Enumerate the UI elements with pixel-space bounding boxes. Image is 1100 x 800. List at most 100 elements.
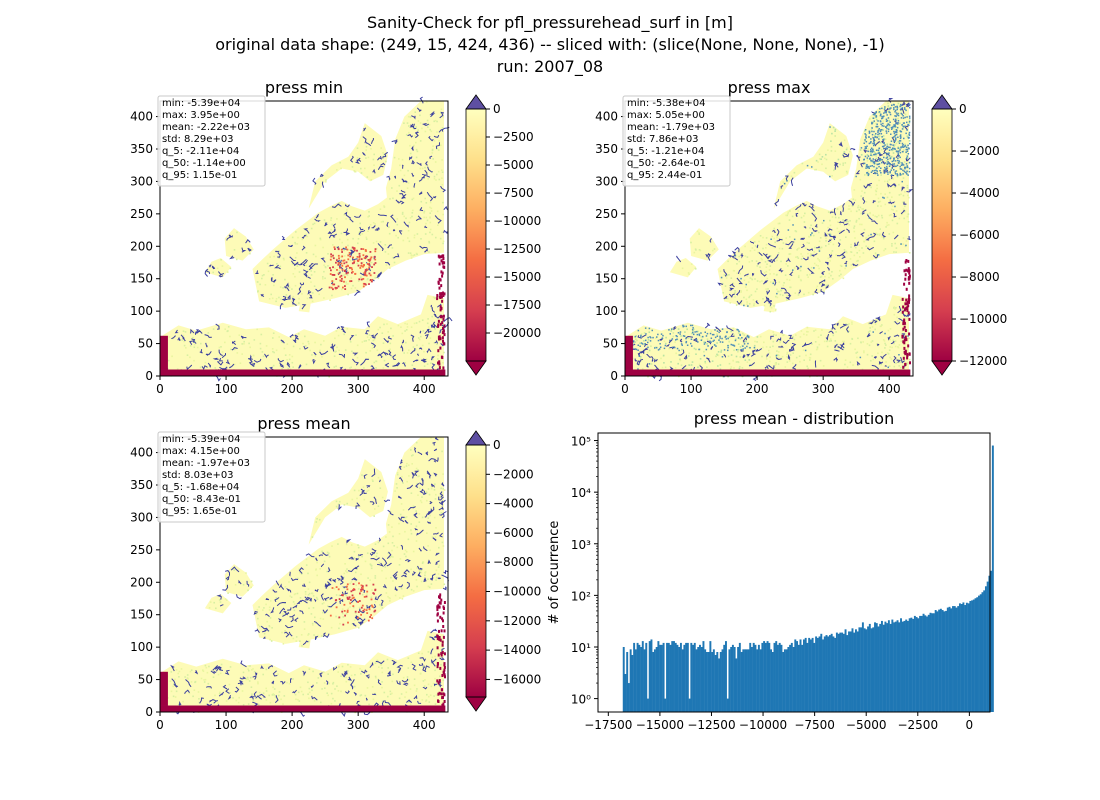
- river-segment: [225, 359, 231, 365]
- wet-cell: [884, 162, 887, 164]
- texture-cell: [174, 696, 177, 698]
- rim-right-cell: [436, 646, 439, 650]
- texture-cell: [336, 685, 338, 687]
- texture-cell: [855, 221, 858, 223]
- texture-cell: [806, 330, 808, 333]
- texture-cell: [839, 163, 841, 166]
- texture-cell: [421, 699, 424, 701]
- texture-cell: [795, 256, 797, 258]
- texture-cell: [800, 253, 802, 255]
- texture-cell: [868, 344, 871, 347]
- texture-cell: [366, 593, 368, 595]
- texture-cell: [256, 608, 259, 611]
- river-segment: [811, 227, 818, 233]
- texture-cell: [866, 158, 869, 161]
- river-segment: [354, 289, 361, 297]
- texture-cell: [893, 365, 896, 368]
- river-segment: [313, 598, 317, 603]
- river-segment: [349, 249, 353, 256]
- texture-cell: [429, 231, 431, 234]
- texture-cell: [773, 246, 776, 249]
- river-segment: [401, 178, 408, 183]
- texture-cell: [349, 367, 351, 369]
- histogram-bar: [891, 619, 894, 712]
- texture-cell: [849, 150, 851, 153]
- texture-cell: [408, 240, 411, 243]
- river-segment: [393, 574, 398, 580]
- texture-cell: [823, 340, 826, 343]
- wet-cell: [907, 153, 910, 155]
- wet-cell: [637, 349, 639, 351]
- texture-cell: [821, 163, 823, 166]
- river-segment: [873, 355, 878, 359]
- texture-cell: [828, 276, 830, 279]
- texture-cell: [901, 308, 903, 310]
- river-segment: [441, 513, 445, 519]
- texture-cell: [881, 137, 883, 139]
- river-segment: [355, 557, 359, 561]
- texture-cell: [677, 328, 680, 330]
- texture-cell: [831, 216, 834, 218]
- rim-right-cell: [442, 341, 445, 345]
- wet-cell: [880, 172, 882, 174]
- river-segment: [425, 161, 429, 166]
- wet-cell: [892, 144, 894, 146]
- rim-right-cell: [439, 638, 442, 642]
- river-segment: [348, 556, 355, 560]
- texture-cell: [787, 212, 789, 215]
- stats-line: q_5: -2.11e+04: [162, 146, 239, 157]
- river-segment: [371, 548, 377, 554]
- texture-cell: [843, 340, 845, 343]
- histogram-bar: [742, 649, 745, 712]
- rim-right-cell: [441, 651, 444, 654]
- texture-cell: [892, 178, 894, 180]
- river-segment: [872, 319, 878, 324]
- texture-cell: [409, 152, 412, 155]
- hotspot-cell: [366, 590, 369, 593]
- texture-cell: [301, 238, 304, 241]
- texture-cell: [396, 487, 398, 489]
- river-segment: [432, 441, 436, 446]
- histogram-bar: [893, 622, 896, 712]
- wet-cell: [903, 107, 906, 109]
- texture-cell: [433, 177, 436, 180]
- texture-cell: [198, 698, 200, 700]
- hotspot-cell: [329, 614, 332, 617]
- texture-cell: [756, 288, 758, 290]
- wet-cell: [640, 336, 642, 338]
- wet-cell: [899, 130, 901, 132]
- river-segment: [285, 282, 289, 288]
- rim-right-cell: [443, 324, 446, 328]
- texture-cell: [198, 701, 200, 704]
- texture-cell: [815, 264, 818, 266]
- texture-cell: [337, 671, 339, 673]
- river-segment: [430, 648, 434, 655]
- texture-cell: [374, 601, 377, 603]
- texture-cell: [881, 236, 883, 238]
- texture-cell: [770, 306, 773, 309]
- texture-cell: [428, 695, 430, 698]
- texture-cell: [360, 172, 363, 174]
- texture-cell: [868, 118, 871, 120]
- hotspot-cell: [338, 598, 341, 600]
- river-segment: [344, 204, 350, 208]
- rim-right-cell: [440, 629, 443, 633]
- texture-cell: [765, 346, 768, 348]
- histogram-bar: [627, 683, 630, 712]
- river-segment: [414, 470, 420, 477]
- wet-cell: [908, 161, 911, 164]
- rim-right-cell: [908, 281, 911, 285]
- river-segment: [279, 302, 284, 310]
- texture-cell: [402, 676, 405, 679]
- wet-cell: [886, 120, 889, 122]
- texture-cell: [403, 174, 406, 177]
- texture-cell: [829, 224, 832, 227]
- texture-cell: [327, 673, 329, 675]
- texture-cell: [810, 266, 813, 269]
- texture-cell: [807, 291, 810, 294]
- texture-cell: [867, 148, 869, 150]
- texture-cell: [316, 518, 318, 520]
- river-segment: [903, 201, 907, 205]
- river-segment: [377, 351, 387, 357]
- river-segment: [683, 354, 688, 360]
